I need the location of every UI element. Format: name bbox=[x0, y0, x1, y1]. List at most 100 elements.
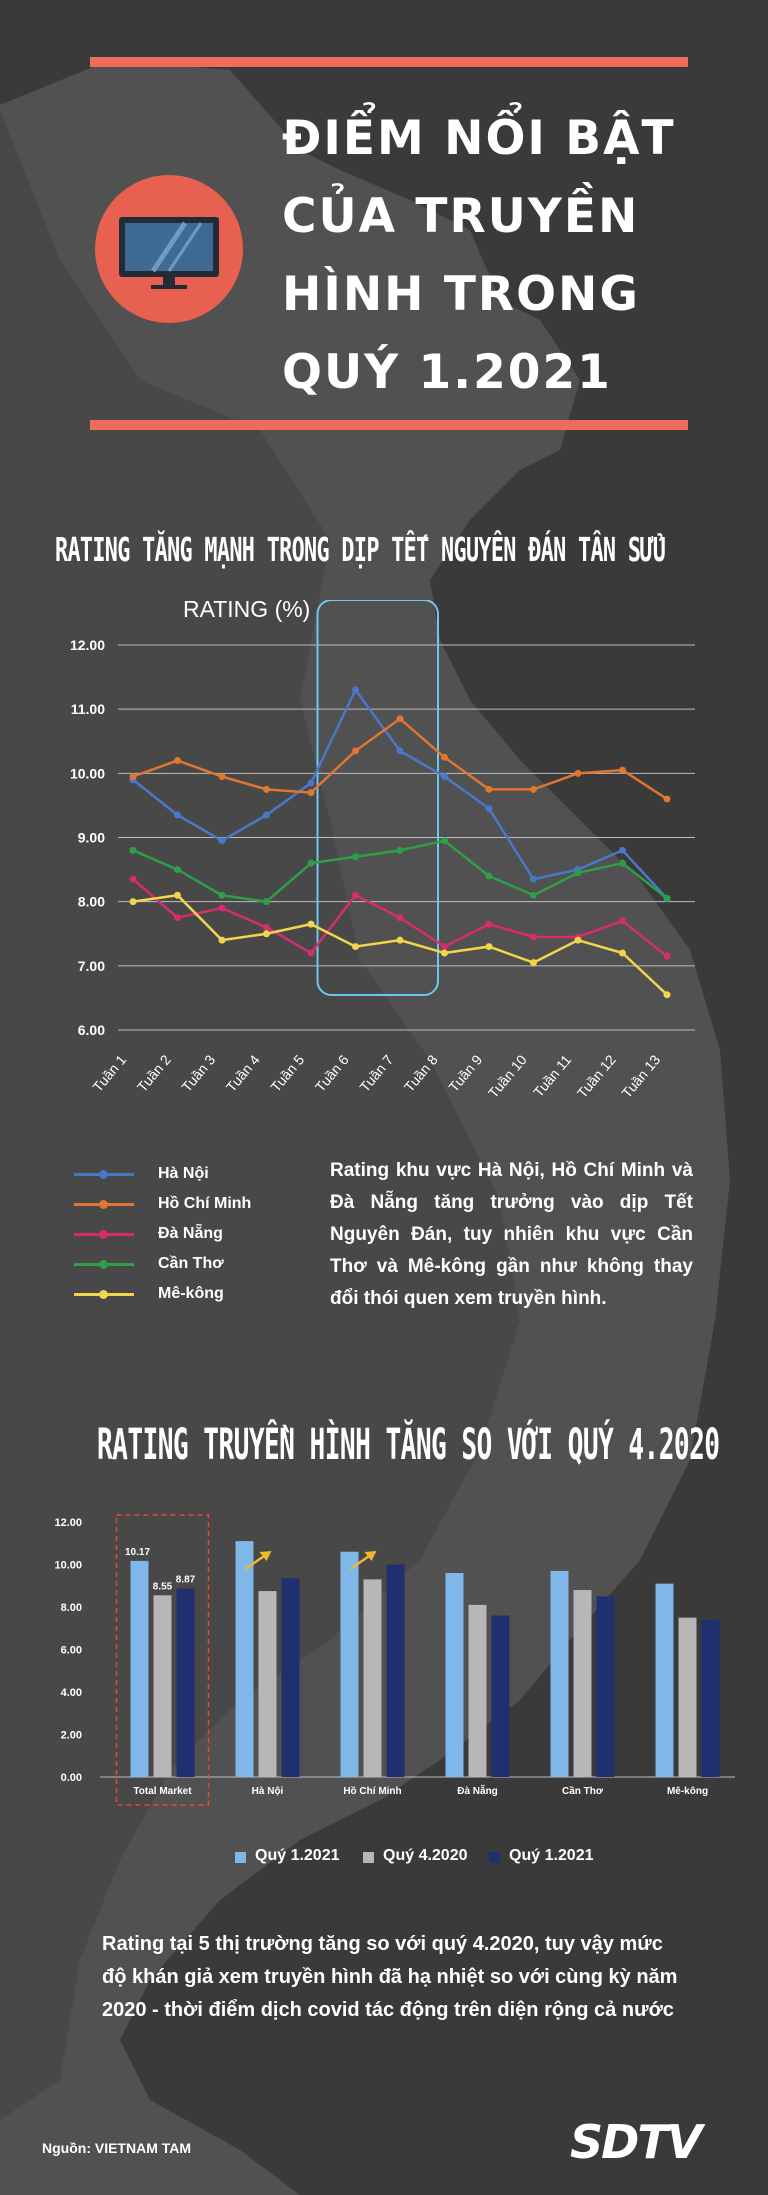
data-point bbox=[619, 949, 626, 957]
line-chart-legend: Hà Nội Hồ Chí Minh Đà Nẵng Cần Thơ Mê-kô… bbox=[70, 1163, 300, 1313]
x-tick-label: Tuần 5 bbox=[267, 1051, 307, 1094]
data-point bbox=[663, 894, 671, 902]
bar-chart: 0.00 2.00 4.00 6.00 8.00 10.00 12.00 10.17 8.558… bbox=[54, 1514, 735, 1806]
data-point bbox=[485, 920, 493, 928]
y-tick-label: 0.00 bbox=[61, 1772, 82, 1784]
legend-marker-hanoi bbox=[99, 1170, 108, 1179]
top-accent-line bbox=[90, 57, 688, 67]
data-point bbox=[441, 949, 448, 957]
bar bbox=[445, 1573, 464, 1777]
y-tick-label: 12.00 bbox=[70, 637, 105, 653]
data-point bbox=[485, 805, 493, 813]
legend-item-cantho: Cần Thơ bbox=[70, 1253, 300, 1283]
data-point bbox=[441, 753, 448, 761]
legend-marker-mekong bbox=[99, 1290, 108, 1299]
legend-item-danang: Đà Nẵng bbox=[70, 1223, 300, 1253]
y-tick-label: 8.00 bbox=[61, 1602, 82, 1614]
x-tick-label: Tuần 7 bbox=[356, 1051, 396, 1094]
bar bbox=[655, 1583, 674, 1777]
legend-label-danang: Đà Nẵng bbox=[158, 1225, 223, 1242]
television-icon bbox=[119, 217, 219, 289]
data-point bbox=[352, 943, 359, 951]
x-tick-label: Đà Nẵng bbox=[457, 1784, 498, 1797]
data-point bbox=[263, 930, 270, 938]
legend-label-hanoi: Hà Nội bbox=[158, 1165, 209, 1182]
x-tick-label: Hồ Chí Minh bbox=[343, 1785, 401, 1797]
data-point bbox=[263, 811, 270, 819]
bar bbox=[386, 1564, 405, 1777]
data-point bbox=[663, 991, 671, 999]
data-point bbox=[218, 904, 226, 912]
series-line bbox=[132, 717, 668, 801]
x-tick-label: Tuần 9 bbox=[445, 1051, 485, 1094]
bar bbox=[176, 1588, 195, 1777]
legend-label-mekong: Mê-kông bbox=[158, 1285, 224, 1302]
y-tick-label: 12.00 bbox=[54, 1517, 82, 1529]
data-point bbox=[307, 859, 315, 867]
legend-item-hcm: Hồ Chí Minh bbox=[70, 1193, 300, 1223]
bar bbox=[363, 1579, 382, 1777]
data-point bbox=[574, 869, 582, 877]
data-point bbox=[218, 936, 226, 944]
data-point bbox=[307, 920, 315, 928]
data-point bbox=[574, 769, 582, 777]
data-point bbox=[174, 914, 181, 922]
x-tick-label: Tuần 11 bbox=[530, 1051, 574, 1100]
increase-arrowhead bbox=[364, 1551, 377, 1561]
title-line-2: CỦA TRUYỀN bbox=[282, 189, 640, 244]
title-line-4: QUÝ 1.2021 bbox=[282, 345, 612, 400]
data-point bbox=[218, 891, 226, 899]
legend-label-cantho: Cần Thơ bbox=[158, 1255, 224, 1272]
x-tick-label: Mê-kông bbox=[667, 1786, 708, 1797]
data-point bbox=[441, 943, 448, 951]
data-point bbox=[352, 747, 359, 755]
legend-label-q1-2021-light: Quý 1.2021 bbox=[255, 1847, 340, 1864]
legend-label-q1-2021-dark: Quý 1.2021 bbox=[509, 1847, 594, 1864]
x-tick-label: Tuần 12 bbox=[574, 1051, 619, 1100]
x-tick-label: Cần Thơ bbox=[562, 1785, 604, 1797]
bar bbox=[573, 1590, 592, 1777]
increase-arrow bbox=[349, 1553, 372, 1571]
data-point bbox=[619, 766, 626, 774]
data-point bbox=[396, 914, 404, 922]
data-point bbox=[129, 898, 137, 906]
data-point bbox=[174, 757, 181, 764]
legend-label-hcm: Hồ Chí Minh bbox=[158, 1195, 252, 1212]
data-point bbox=[530, 785, 537, 793]
increase-arrowhead bbox=[259, 1551, 272, 1561]
data-point bbox=[129, 875, 137, 883]
bottom-accent-line bbox=[90, 420, 688, 430]
y-tick-label: 4.00 bbox=[61, 1687, 82, 1699]
x-tick-label: Tuần 13 bbox=[618, 1051, 663, 1100]
data-point bbox=[307, 789, 315, 797]
bar-chart-title: RATING TRUYỀN HÌNH TĂNG SO VỚI QUÝ 4.202… bbox=[97, 1420, 720, 1470]
data-point bbox=[574, 936, 582, 944]
tet-highlight-box bbox=[316, 600, 439, 996]
data-point bbox=[530, 959, 537, 967]
y-tick-label: 6.00 bbox=[61, 1645, 82, 1657]
x-tick-label: Tuần 1 bbox=[89, 1051, 129, 1094]
line-chart-axis-label: RATING (%) bbox=[183, 596, 311, 622]
x-tick-label: Tuần 6 bbox=[312, 1051, 352, 1094]
bar bbox=[258, 1591, 277, 1777]
data-point bbox=[307, 779, 315, 787]
data-point bbox=[307, 949, 315, 957]
data-point bbox=[263, 923, 270, 931]
data-point bbox=[663, 952, 671, 960]
x-tick-label: Tuần 3 bbox=[178, 1051, 218, 1094]
data-point bbox=[441, 773, 448, 781]
data-point bbox=[129, 846, 137, 854]
title-line-3: HÌNH TRONG bbox=[282, 267, 640, 322]
data-point bbox=[619, 859, 626, 867]
bar-value-label: 10.17 bbox=[125, 1547, 150, 1558]
legend-label-q4-2020: Quý 4.2020 bbox=[383, 1847, 468, 1864]
y-tick-label: 7.00 bbox=[78, 958, 105, 974]
data-point bbox=[441, 837, 448, 845]
data-point bbox=[174, 891, 181, 899]
legend-swatch-q1-2021-light bbox=[235, 1852, 246, 1863]
data-point bbox=[352, 853, 359, 861]
data-point bbox=[619, 917, 626, 925]
data-point bbox=[263, 898, 270, 906]
bar-value-label: 8.55 bbox=[153, 1581, 173, 1592]
